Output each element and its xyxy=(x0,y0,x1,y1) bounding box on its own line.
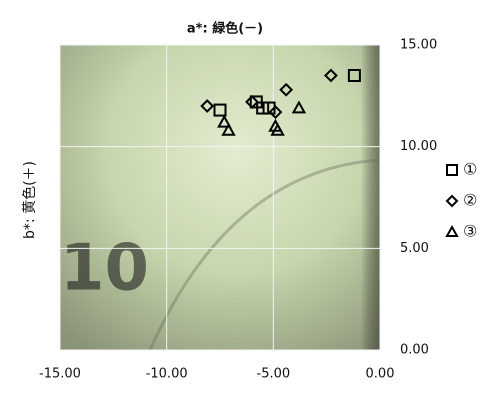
y-axis-label: b*: 黄色(＋) xyxy=(21,161,38,239)
chart: 10 a*: 緑色(－) b*: 黄色(＋) 0.00 5.00 10.00 15.0… xyxy=(0,0,490,395)
y-tick-label: 15.00 xyxy=(400,38,437,53)
decoration: 10 xyxy=(60,232,149,306)
x-tick-label: 0.00 xyxy=(366,367,395,382)
legend-marker xyxy=(447,165,457,175)
legend-marker xyxy=(447,196,457,206)
y-tick-label: 5.00 xyxy=(400,241,429,256)
x-tick-label: -10.00 xyxy=(146,367,188,382)
legend-label: ③ xyxy=(463,222,477,241)
x-tick-label: -5.00 xyxy=(257,367,291,382)
legend-label: ② xyxy=(463,191,477,210)
legend-marker xyxy=(447,227,457,236)
legend-label: ① xyxy=(463,160,477,179)
y-tick-label: 0.00 xyxy=(400,343,429,358)
x-tick-label: -15.00 xyxy=(39,367,81,382)
chart-title: a*: 緑色(－) xyxy=(187,21,263,37)
y-tick-label: 10.00 xyxy=(400,139,437,154)
